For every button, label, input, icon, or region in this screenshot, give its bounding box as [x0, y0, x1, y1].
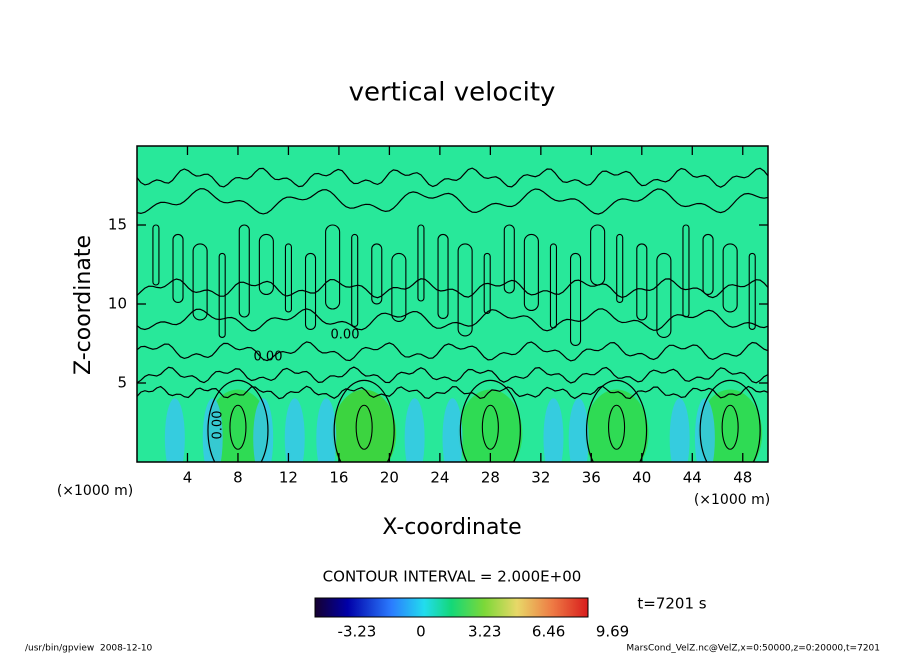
downdraft-shade — [694, 398, 715, 462]
contour-line — [238, 224, 250, 318]
x-tick-label: 28 — [481, 469, 500, 487]
y-unit: (×1000 m) — [57, 483, 133, 499]
x-axis-label: X-coordinate — [382, 515, 521, 540]
contour-line — [137, 341, 768, 362]
contour-line — [325, 224, 341, 310]
contour-line — [229, 404, 247, 450]
contour-line — [207, 379, 269, 462]
contour-line — [483, 252, 491, 314]
y-tick-label: 10 — [108, 295, 127, 313]
updraft-shade — [332, 389, 397, 462]
contour-line — [721, 404, 739, 450]
downdraft-shade — [442, 398, 463, 462]
colorbar-tick-label: -3.23 — [338, 623, 377, 641]
contour-line — [503, 224, 515, 294]
downdraft-shade — [202, 398, 223, 462]
contour-line — [656, 252, 672, 338]
contour-line — [258, 233, 274, 296]
x-tick-label: 36 — [582, 469, 601, 487]
x-tick-label: 12 — [279, 469, 298, 487]
contour-line — [457, 243, 473, 337]
contour-line — [137, 308, 768, 332]
contour-line — [137, 366, 768, 384]
downdraft-shade — [316, 398, 337, 462]
contour-line — [569, 252, 582, 346]
contour-line — [616, 233, 624, 304]
colorbar-tick-label: 0 — [416, 623, 426, 641]
contour-line — [371, 243, 383, 305]
chart-title: vertical velocity — [349, 78, 556, 108]
contour-line — [137, 188, 768, 215]
contour-line — [137, 278, 768, 299]
downdraft-shade — [404, 398, 425, 462]
contour-line — [137, 167, 768, 188]
downdraft-shade — [543, 398, 564, 462]
contour-line — [172, 233, 184, 304]
contour-line — [391, 252, 407, 322]
contour-interval: CONTOUR INTERVAL = 2.000E+00 — [323, 568, 582, 586]
contour-line — [585, 379, 648, 462]
colorbar-tick-label: 9.69 — [596, 623, 629, 641]
x-tick-label: 16 — [329, 469, 348, 487]
y-tick-label: 15 — [108, 216, 127, 234]
downdraft-shade — [253, 398, 274, 462]
x-tick-label: 20 — [380, 469, 399, 487]
updraft-shade — [584, 389, 649, 462]
x-tick-label: 44 — [683, 469, 702, 487]
contour-line — [437, 233, 449, 320]
contour-label: 0.00 — [254, 350, 283, 365]
contour-line — [608, 404, 626, 450]
footer-right: MarsCond_VelZ.nc@VelZ,x=0:50000,z=0:2000… — [626, 644, 880, 654]
y-axis-label: Z-coordinate — [71, 235, 96, 375]
contour-line — [351, 233, 359, 328]
contour-line — [192, 243, 208, 321]
colorbar — [314, 597, 589, 618]
downdraft-shade — [164, 398, 185, 462]
contour-label: 0.00 — [211, 411, 226, 440]
updraft-shade — [458, 389, 523, 462]
downdraft-shade — [669, 398, 690, 462]
contour-line — [417, 224, 425, 302]
contour-line — [333, 379, 395, 462]
contour-label: 0.00 — [331, 328, 360, 343]
downdraft-shade — [568, 398, 589, 462]
contour-line — [304, 252, 317, 330]
contour-line — [152, 224, 160, 286]
x-tick-label: 8 — [233, 469, 243, 487]
contour-line — [218, 252, 226, 338]
downdraft-shade — [284, 398, 305, 462]
x-tick-label: 32 — [531, 469, 550, 487]
time-label: t=7201 s — [637, 595, 706, 613]
colorbar-tick-label: 6.46 — [532, 623, 565, 641]
contour-line — [523, 233, 539, 312]
y-tick-label: 5 — [117, 374, 127, 392]
contour-line — [699, 379, 761, 462]
x-tick-label: 4 — [183, 469, 193, 487]
contour-line — [702, 233, 714, 296]
x-tick-label: 48 — [733, 469, 752, 487]
contour-line — [284, 243, 292, 313]
contour-line — [748, 252, 756, 330]
contour-line — [549, 243, 558, 329]
contour-line — [682, 224, 690, 318]
footer-left: /usr/bin/gpview 2008-12-10 — [25, 644, 153, 654]
x-tick-label: 24 — [430, 469, 449, 487]
contour-line — [481, 404, 499, 450]
contour-line — [590, 224, 606, 286]
x-unit: (×1000 m) — [694, 492, 770, 508]
contour-line — [636, 243, 648, 321]
colorbar-tick-label: 3.23 — [468, 623, 501, 641]
contour-line — [722, 243, 738, 313]
contour-line — [355, 404, 373, 450]
contour-field: 0.00 0.00 0.00 — [137, 167, 768, 462]
x-tick-label: 40 — [632, 469, 651, 487]
contour-line — [459, 379, 521, 462]
contour-line — [137, 385, 768, 400]
